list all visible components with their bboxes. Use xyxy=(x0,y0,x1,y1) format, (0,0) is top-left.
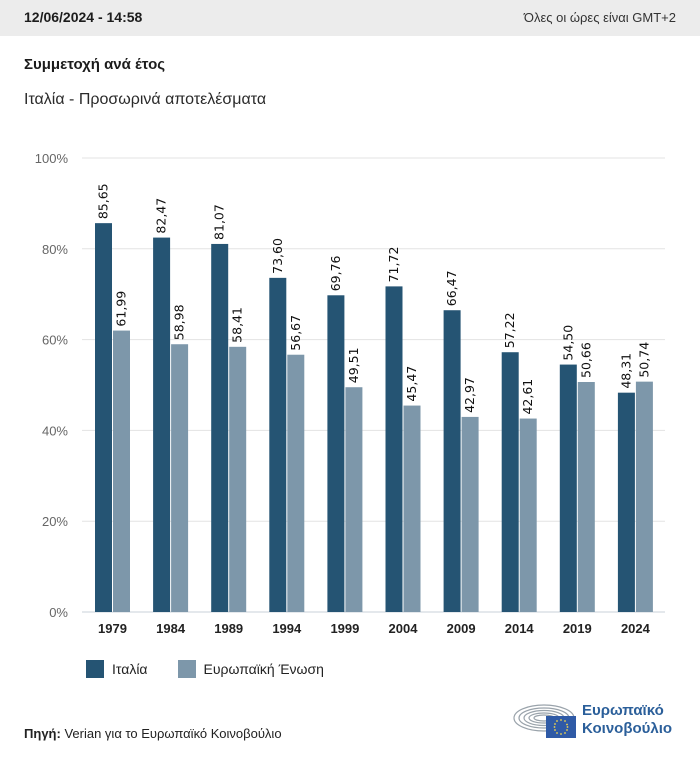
bar-italy[interactable] xyxy=(385,286,403,612)
x-tick-label: 1999 xyxy=(330,621,359,636)
data-label: 50,74 xyxy=(636,342,651,378)
x-tick-label: 2014 xyxy=(505,621,535,636)
logo-text: Ευρωπαϊκό Κοινοβούλιο xyxy=(582,702,672,738)
timezone-note: Όλες οι ώρες είναι GMT+2 xyxy=(523,10,676,25)
data-label: 71,72 xyxy=(386,247,401,283)
bar-eu[interactable] xyxy=(577,382,595,612)
bar-chart: 0%20%40%60%80%100% 85,6561,9982,4758,988… xyxy=(35,151,665,636)
y-tick-label: 60% xyxy=(42,333,68,348)
y-tick-label: 20% xyxy=(42,514,68,529)
legend-swatch-italy xyxy=(86,660,104,678)
y-tick-label: 80% xyxy=(42,242,68,257)
data-label: 50,66 xyxy=(578,342,593,378)
x-tick-label: 1979 xyxy=(98,621,127,636)
x-tick-label: 2024 xyxy=(621,621,651,636)
y-axis-ticks: 0% 20% 40% 60% 80% 100% xyxy=(35,151,69,620)
logo-line-2: Κοινοβούλιο xyxy=(582,720,673,737)
top-bar: 12/06/2024 - 14:58 Όλες οι ώρες είναι GM… xyxy=(0,0,700,36)
data-label: 42,61 xyxy=(520,379,535,415)
data-label: 82,47 xyxy=(154,198,169,234)
x-tick-label: 2009 xyxy=(447,621,476,636)
logo-line-1: Ευρωπαϊκό xyxy=(582,702,664,719)
data-label: 54,50 xyxy=(560,325,575,361)
data-label: 73,60 xyxy=(270,238,285,274)
source-note: Πηγή: Verian για το Ευρωπαϊκό Κοινοβούλι… xyxy=(24,726,282,741)
legend: Ιταλία Ευρωπαϊκή Ένωση xyxy=(86,660,354,678)
bar-italy[interactable] xyxy=(327,295,345,612)
x-axis-ticks: 1979 1984 1989 1994 1999 2004 2009 2014 2019 2024 xyxy=(98,621,651,636)
legend-label-eu: Ευρωπαϊκή Ένωση xyxy=(203,661,324,677)
data-labels: 85,65 61,99 82,47 58,98 81,07 58,41 73,60 56,67… xyxy=(96,183,652,414)
bar-eu[interactable] xyxy=(519,418,537,612)
data-label: 42,97 xyxy=(462,377,477,413)
x-tick-label: 1984 xyxy=(156,621,186,636)
data-label: 85,65 xyxy=(96,183,111,219)
data-label: 58,41 xyxy=(230,307,245,343)
legend-item-eu[interactable]: Ευρωπαϊκή Ένωση xyxy=(177,660,324,678)
y-tick-label: 40% xyxy=(42,423,68,438)
bar-italy[interactable] xyxy=(269,277,287,612)
x-tick-label: 1989 xyxy=(214,621,243,636)
y-tick-label: 100% xyxy=(35,151,69,166)
data-label: 61,99 xyxy=(114,291,129,327)
source-text: Verian για το Ευρωπαϊκό Κοινοβούλιο xyxy=(60,726,282,741)
data-label: 66,47 xyxy=(444,270,459,306)
parliament-hemicycle-icon xyxy=(513,704,576,738)
y-tick-label: 0% xyxy=(49,605,68,620)
data-label: 56,67 xyxy=(288,315,303,351)
bars xyxy=(95,223,653,613)
bar-eu[interactable] xyxy=(345,387,363,612)
european-parliament-logo: Ευρωπαϊκό Κοινοβούλιο xyxy=(512,700,682,744)
bar-italy[interactable] xyxy=(501,352,519,612)
chart-subtitle: Ιταλία - Προσωρινά αποτελέσματα xyxy=(24,91,267,108)
bar-eu[interactable] xyxy=(403,405,421,612)
data-label: 58,98 xyxy=(172,304,187,340)
data-label: 45,47 xyxy=(404,366,419,402)
x-tick-label: 2019 xyxy=(563,621,592,636)
data-label: 81,07 xyxy=(212,204,227,240)
bar-eu[interactable] xyxy=(113,330,130,612)
x-tick-label: 2004 xyxy=(389,621,419,636)
bar-italy[interactable] xyxy=(617,392,635,612)
legend-item-italy[interactable]: Ιταλία xyxy=(86,660,148,678)
bar-italy[interactable] xyxy=(95,223,112,613)
legend-swatch-eu xyxy=(177,660,196,678)
legend-label-italy: Ιταλία xyxy=(112,661,148,677)
data-label: 57,22 xyxy=(502,312,517,348)
chart-title: Συμμετοχή ανά έτος xyxy=(24,56,166,73)
data-label: 49,51 xyxy=(346,347,361,383)
bar-eu[interactable] xyxy=(171,344,189,612)
bar-italy[interactable] xyxy=(559,364,577,612)
x-tick-label: 1994 xyxy=(272,621,302,636)
eu-flag-icon xyxy=(546,716,576,738)
bar-italy[interactable] xyxy=(443,310,461,612)
datetime: 12/06/2024 - 14:58 xyxy=(24,9,143,25)
source-label: Πηγή: xyxy=(24,726,61,741)
bar-italy[interactable] xyxy=(153,237,171,613)
bar-eu[interactable] xyxy=(287,354,305,612)
bar-eu[interactable] xyxy=(635,381,653,612)
bar-italy[interactable] xyxy=(211,243,229,612)
bar-eu[interactable] xyxy=(229,346,247,612)
bar-eu[interactable] xyxy=(461,416,479,612)
data-label: 48,31 xyxy=(618,353,633,389)
data-label: 69,76 xyxy=(328,255,343,291)
